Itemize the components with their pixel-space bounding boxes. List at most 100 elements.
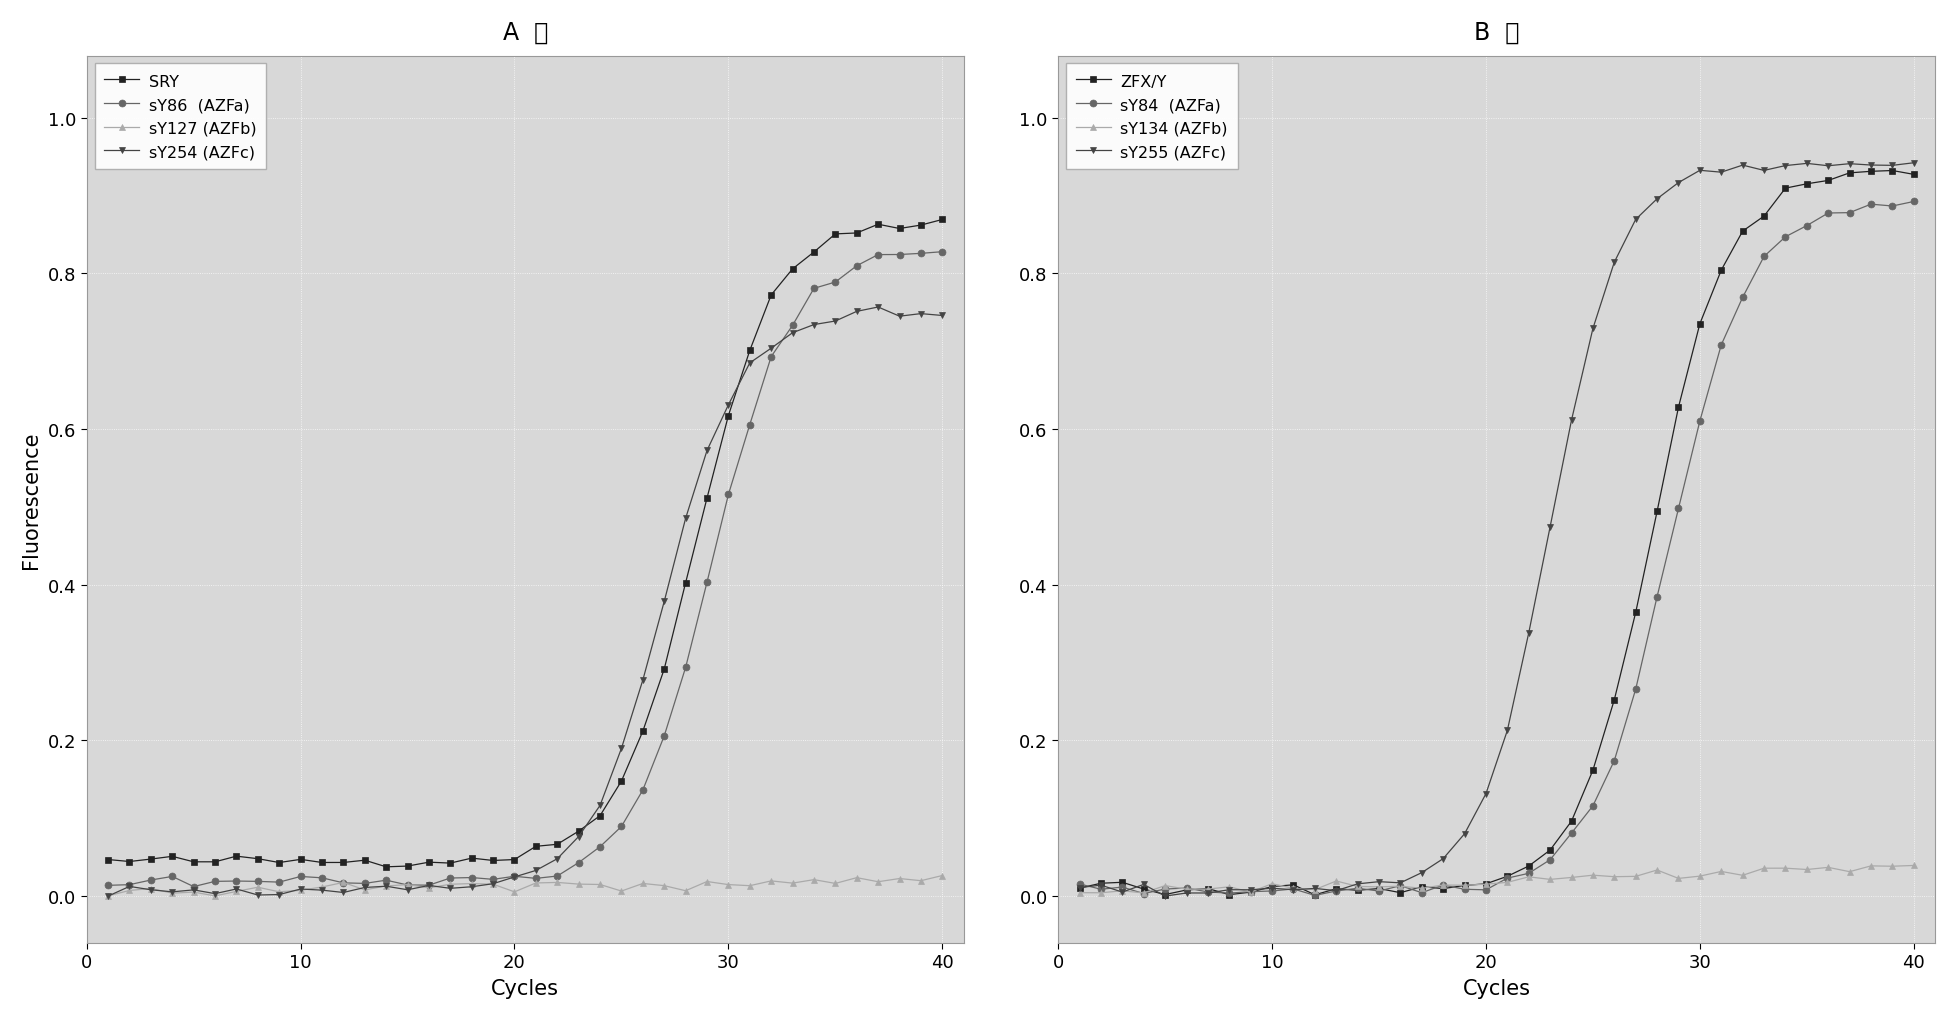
sY255 (AZFc) — [1431, 853, 1455, 865]
sY84  (AZFa) — [1496, 872, 1519, 884]
sY86  (AZFa) — [588, 841, 612, 853]
sY254 (AZFc) — [653, 596, 676, 608]
SRY — [694, 492, 717, 504]
sY86  (AZFa) — [716, 489, 739, 501]
sY127 (AZFb) — [416, 881, 440, 894]
ZFX/Y — [1666, 401, 1689, 414]
SRY — [373, 861, 397, 873]
SRY — [931, 214, 954, 226]
sY86  (AZFa) — [759, 352, 782, 364]
sY134 (AZFb) — [1752, 862, 1775, 874]
Line: ZFX/Y: ZFX/Y — [1075, 168, 1916, 899]
SRY — [588, 810, 612, 822]
SRY — [117, 856, 141, 868]
ZFX/Y — [1410, 880, 1433, 893]
sY254 (AZFc) — [845, 306, 868, 318]
ZFX/Y — [1089, 877, 1112, 890]
sY127 (AZFb) — [459, 877, 483, 890]
sY134 (AZFb) — [1795, 863, 1818, 875]
sY134 (AZFb) — [1879, 860, 1902, 872]
sY84  (AZFa) — [1752, 251, 1775, 263]
Legend: SRY, sY86  (AZFa), sY127 (AZFb), sY254 (AZFc): SRY, sY86 (AZFa), sY127 (AZFb), sY254 (A… — [94, 64, 266, 170]
sY255 (AZFc) — [1153, 891, 1177, 903]
sY127 (AZFb) — [780, 877, 804, 890]
sY84  (AZFa) — [1324, 884, 1347, 897]
SRY — [139, 853, 162, 865]
sY254 (AZFc) — [373, 880, 397, 893]
SRY — [674, 577, 698, 589]
sY255 (AZFc) — [1623, 214, 1646, 226]
sY134 (AZFb) — [1558, 871, 1582, 883]
ZFX/Y — [1879, 165, 1902, 177]
sY86  (AZFa) — [416, 879, 440, 892]
ZFX/Y — [1539, 844, 1562, 856]
sY254 (AZFc) — [866, 302, 890, 314]
ZFX/Y — [1302, 889, 1325, 901]
SRY — [802, 247, 825, 259]
sY255 (AZFc) — [1324, 884, 1347, 897]
sY134 (AZFb) — [1153, 879, 1177, 892]
sY255 (AZFc) — [1110, 887, 1134, 899]
sY254 (AZFc) — [502, 871, 526, 883]
ZFX/Y — [1474, 877, 1498, 890]
sY255 (AZFc) — [1730, 160, 1754, 172]
sY86  (AZFa) — [866, 250, 890, 262]
sY255 (AZFc) — [1345, 878, 1368, 891]
sY84  (AZFa) — [1644, 591, 1668, 603]
SRY — [888, 223, 911, 235]
sY134 (AZFb) — [1453, 879, 1476, 892]
sY86  (AZFa) — [311, 872, 334, 884]
sY254 (AZFc) — [759, 342, 782, 355]
sY255 (AZFc) — [1453, 827, 1476, 840]
sY134 (AZFb) — [1773, 862, 1797, 874]
SRY — [203, 856, 227, 868]
X-axis label: Cycles: Cycles — [491, 978, 559, 999]
sY86  (AZFa) — [182, 880, 205, 893]
SRY — [845, 227, 868, 239]
sY134 (AZFb) — [1666, 872, 1689, 884]
ZFX/Y — [1773, 182, 1797, 195]
sY84  (AZFa) — [1517, 867, 1541, 879]
SRY — [332, 857, 356, 869]
sY254 (AZFc) — [289, 883, 313, 896]
sY86  (AZFa) — [246, 875, 270, 888]
sY84  (AZFa) — [1453, 883, 1476, 896]
sY134 (AZFb) — [1709, 865, 1732, 877]
ZFX/Y — [1367, 882, 1390, 895]
sY127 (AZFb) — [845, 871, 868, 883]
sY86  (AZFa) — [373, 874, 397, 887]
sY127 (AZFb) — [737, 879, 760, 892]
sY84  (AZFa) — [1238, 886, 1261, 898]
sY127 (AZFb) — [352, 883, 375, 896]
SRY — [737, 345, 760, 358]
sY127 (AZFb) — [160, 888, 184, 900]
sY86  (AZFa) — [502, 870, 526, 882]
sY134 (AZFb) — [1175, 883, 1198, 896]
SRY — [567, 825, 590, 838]
sY255 (AZFc) — [1580, 323, 1603, 335]
sY254 (AZFc) — [332, 887, 356, 899]
sY254 (AZFc) — [524, 864, 547, 876]
ZFX/Y — [1453, 879, 1476, 892]
Line: SRY: SRY — [104, 217, 946, 870]
sY84  (AZFa) — [1838, 207, 1861, 219]
ZFX/Y — [1730, 226, 1754, 238]
sY254 (AZFc) — [352, 881, 375, 894]
sY84  (AZFa) — [1539, 854, 1562, 866]
sY255 (AZFc) — [1388, 877, 1412, 890]
Line: sY254 (AZFc): sY254 (AZFc) — [104, 305, 946, 900]
sY127 (AZFb) — [332, 876, 356, 889]
sY254 (AZFc) — [802, 319, 825, 331]
sY134 (AZFb) — [1110, 884, 1134, 897]
sY255 (AZFc) — [1795, 158, 1818, 170]
SRY — [311, 857, 334, 869]
sY86  (AZFa) — [674, 661, 698, 674]
sY86  (AZFa) — [845, 261, 868, 273]
Line: sY84  (AZFa): sY84 (AZFa) — [1075, 199, 1916, 899]
sY134 (AZFb) — [1687, 870, 1711, 882]
ZFX/Y — [1816, 175, 1840, 187]
sY134 (AZFb) — [1900, 859, 1924, 871]
Title: B  组: B 组 — [1474, 20, 1519, 45]
sY255 (AZFc) — [1175, 887, 1198, 899]
SRY — [502, 854, 526, 866]
